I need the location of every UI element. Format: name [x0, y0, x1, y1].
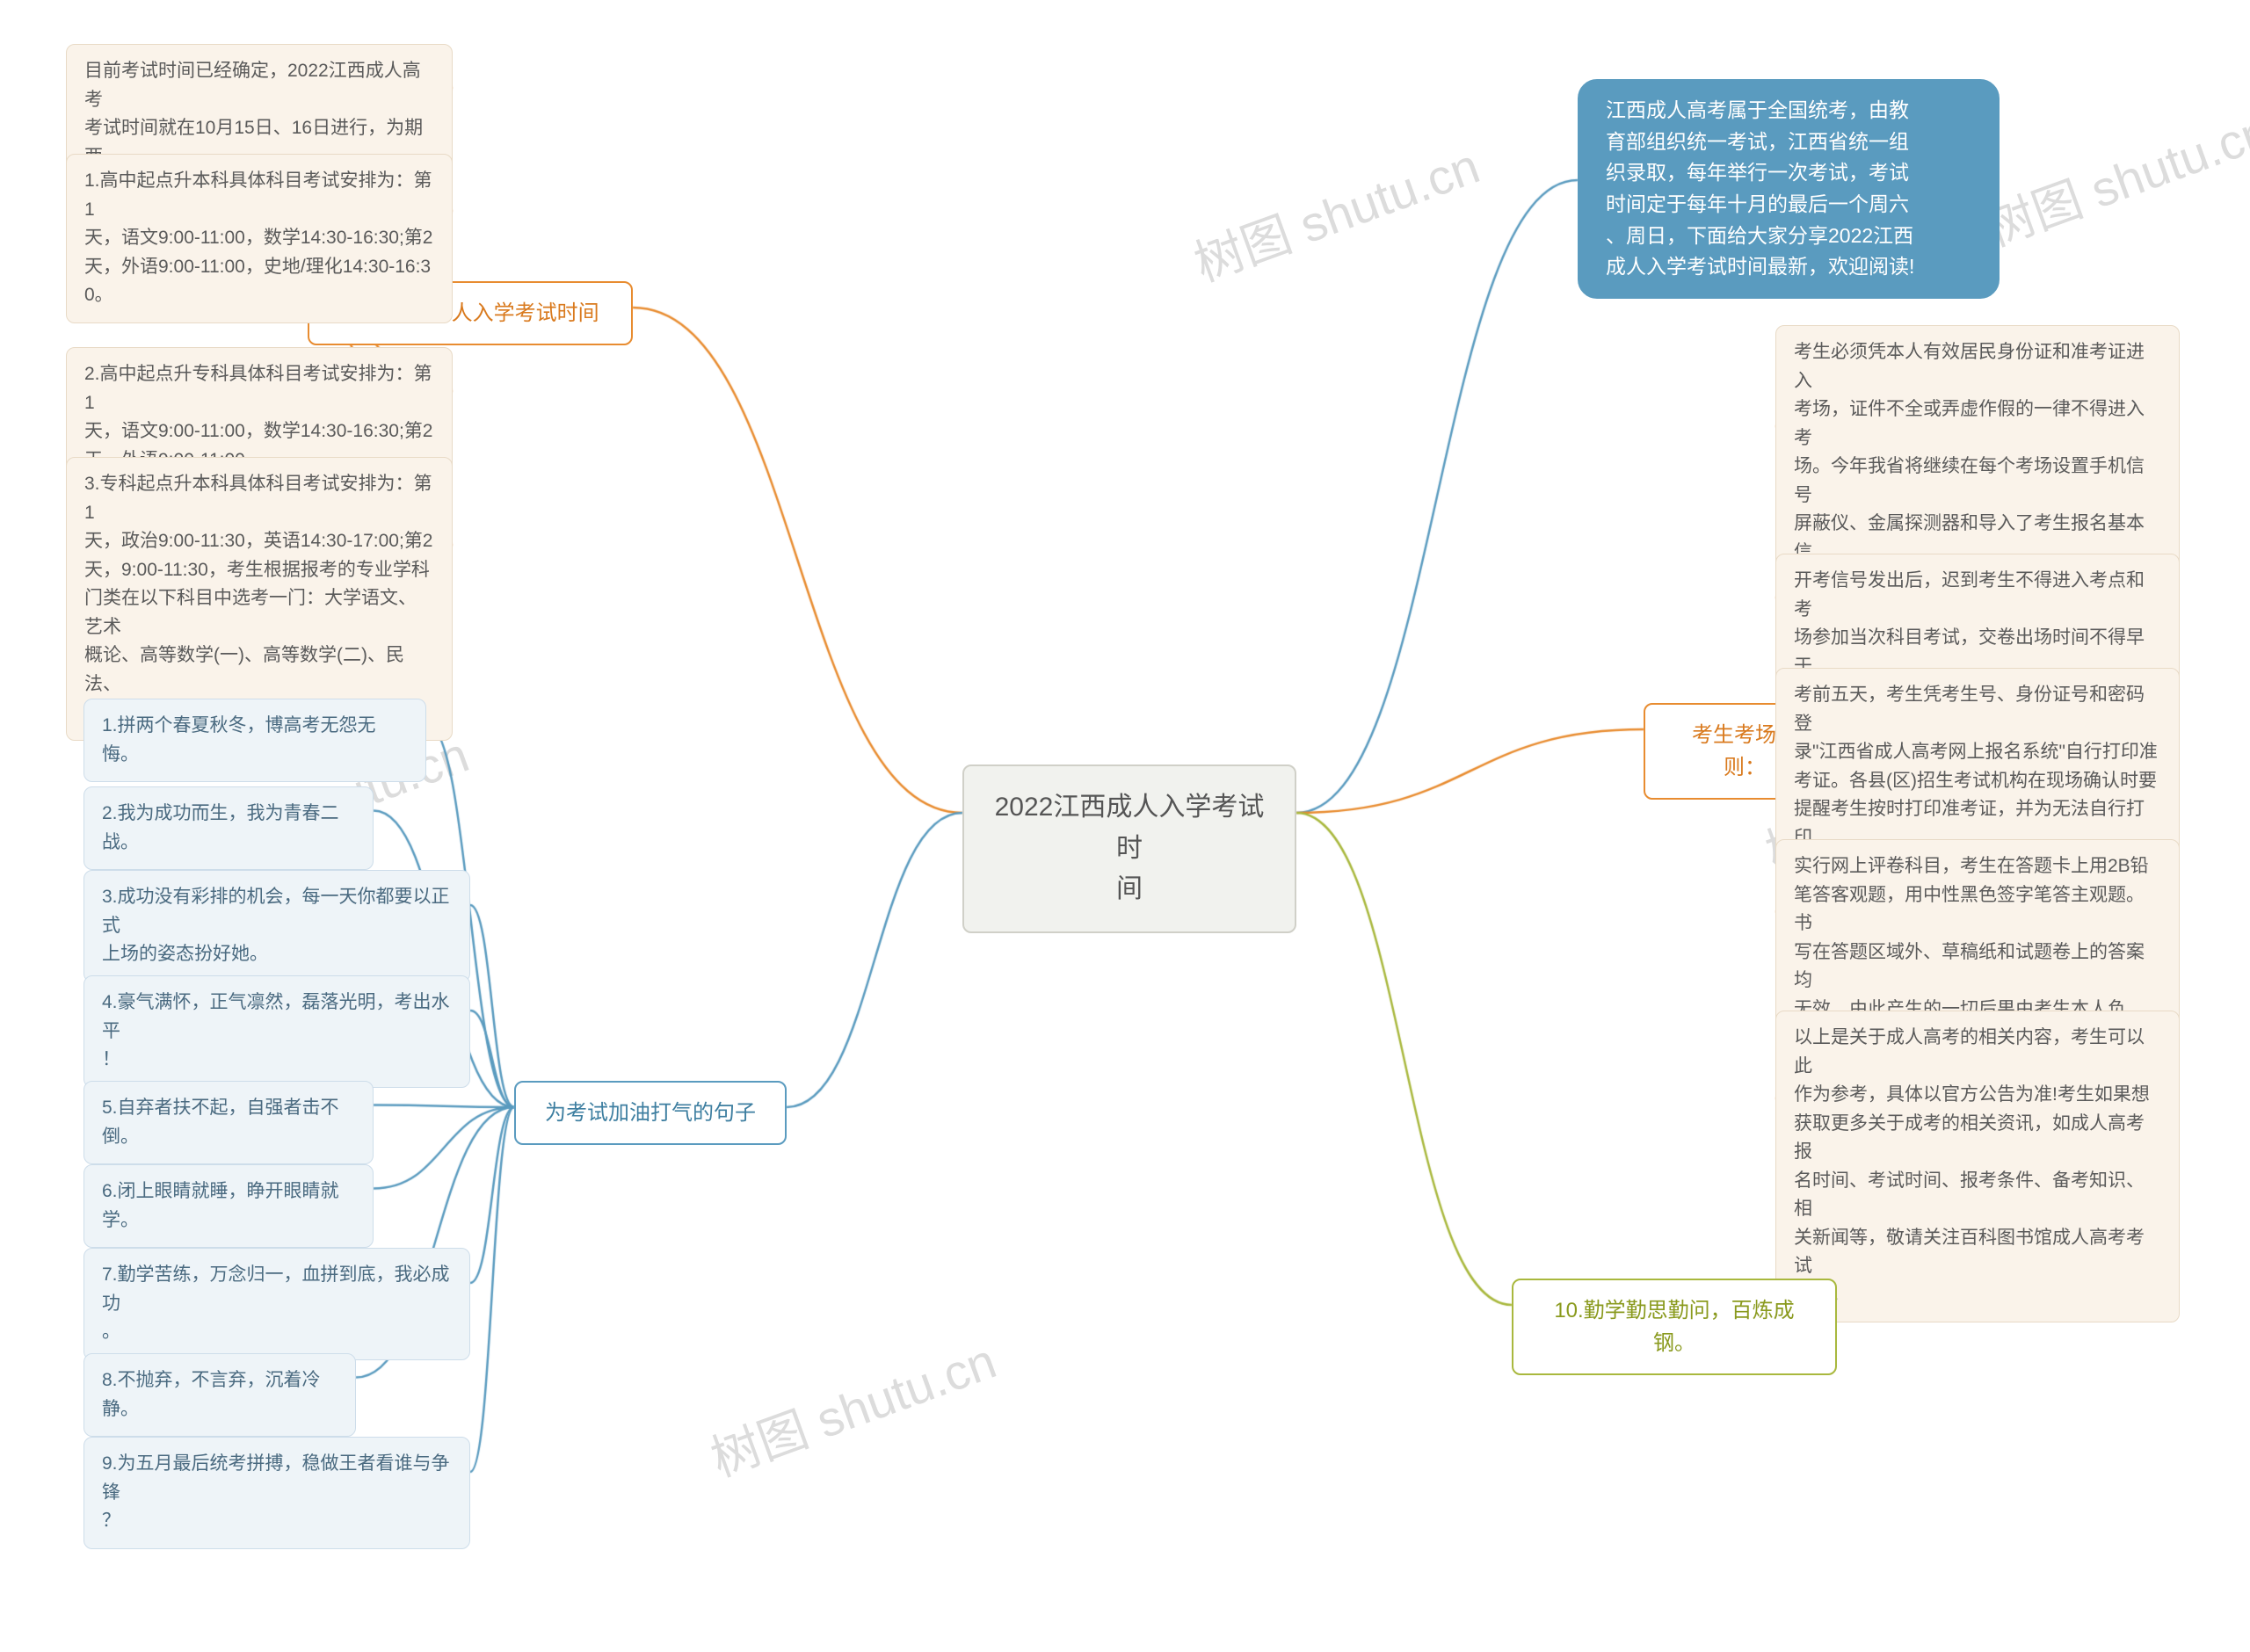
leaf-rules-4: 以上是关于成人高考的相关内容，考生可以此作为参考，具体以官方公告为准!考生如果想…: [1775, 1011, 2180, 1322]
leaf-quotes-3: 4.豪气满怀，正气凛然，磊落光明，考出水平！: [83, 975, 470, 1088]
root-node: 2022江西成人入学考试时间: [962, 764, 1296, 933]
leaf-quotes-8: 9.为五月最后统考拼搏，稳做王者看谁与争锋？: [83, 1437, 470, 1549]
leaf-quotes-6: 7.勤学苦练，万念归一，血拼到底，我必成功。: [83, 1248, 470, 1360]
leaf-quotes-4: 5.自弃者扶不起，自强者击不倒。: [83, 1081, 374, 1164]
leaf-quotes-2: 3.成功没有彩排的机会，每一天你都要以正式上场的姿态扮好她。: [83, 870, 470, 982]
branch-intro: 江西成人高考属于全国统考，由教育部组织统一考试，江西省统一组织录取，每年举行一次…: [1578, 79, 2000, 299]
leaf-quotes-5: 6.闭上眼睛就睡，睁开眼睛就学。: [83, 1164, 374, 1248]
leaf-quotes-0: 1.拼两个春夏秋冬，博高考无怨无悔。: [83, 699, 426, 782]
branch-quote10: 10.勤学勤思勤问，百炼成钢。: [1512, 1279, 1837, 1375]
leaf-quotes-1: 2.我为成功而生，我为青春二战。: [83, 786, 374, 870]
branch-quotes: 为考试加油打气的句子: [514, 1081, 787, 1145]
leaf-quotes-7: 8.不抛弃，不言弃，沉着冷静。: [83, 1353, 356, 1437]
leaf-schedule-1: 1.高中起点升本科具体科目考试安排为：第1天，语文9:00-11:00，数学14…: [66, 154, 453, 323]
